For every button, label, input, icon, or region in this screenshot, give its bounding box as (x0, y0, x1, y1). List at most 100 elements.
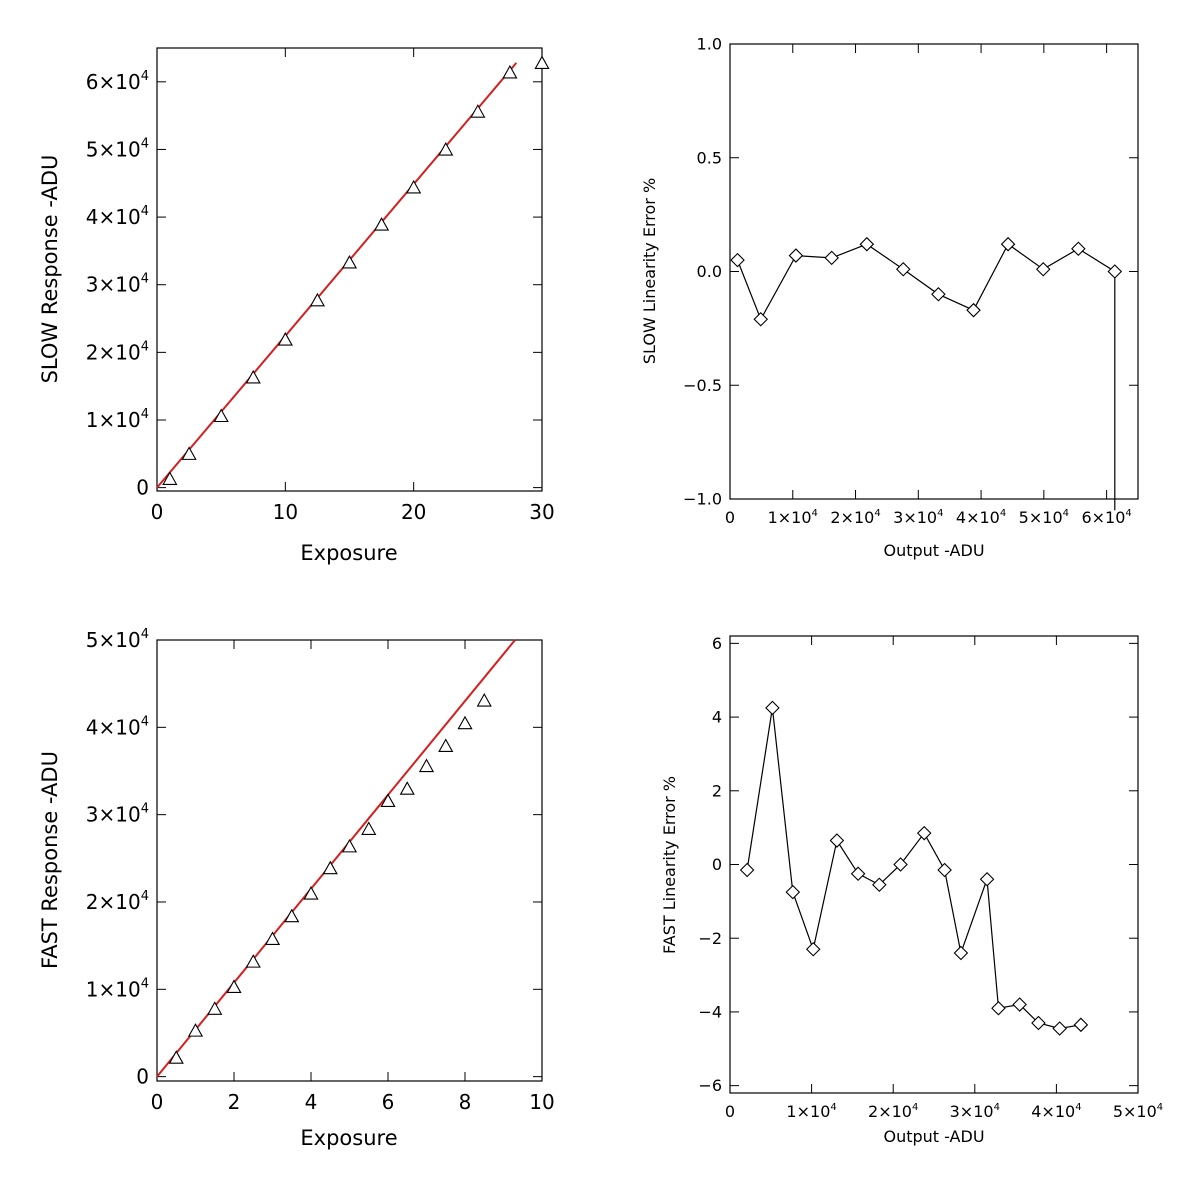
x-tick-label: 30 (529, 500, 554, 524)
x-tick-label: 8 (459, 1090, 472, 1114)
data-point (805, 941, 821, 957)
y-tick-label: 5×104 (86, 627, 149, 652)
data-point (245, 369, 261, 384)
x-tick-label: 6×104 (1081, 508, 1131, 527)
x-tick-label: 0 (151, 1090, 164, 1114)
x-axis-label-slow-linearity: Output -ADU (883, 541, 984, 560)
data-point (399, 781, 415, 795)
data-point (476, 693, 492, 707)
y-axis-label-fast-response: FAST Response -ADU (38, 751, 62, 969)
y-tick-label: 4×104 (86, 204, 149, 229)
panel-slow-linearity: 0 1×104 2×104 3×104 4×104 5×104 6×104 −1.0 −0.5 0… (640, 35, 1139, 560)
x-tick-label: 0 (725, 508, 735, 527)
series-line (736, 243, 1116, 511)
data-point (1071, 241, 1086, 257)
data-point (1000, 236, 1016, 252)
y-axis-label-fast-linearity: FAST Linearity Error % (660, 776, 679, 954)
data-point (309, 292, 326, 307)
y-tick-label: 0 (712, 855, 722, 874)
data-point (187, 1023, 204, 1037)
x-axis-label-fast-linearity: Output -ADU (883, 1127, 984, 1146)
data-point (953, 945, 969, 961)
y-tick-label: 0 (136, 476, 149, 500)
x-tick-label: 6 (382, 1090, 395, 1114)
y-tick-label: −2 (698, 929, 722, 948)
data-point (168, 1050, 184, 1064)
data-point (765, 700, 780, 716)
y-tick-label: −4 (698, 1003, 722, 1022)
x-tick-label: 4 (305, 1090, 318, 1114)
ticks-slow-linearity: 0 1×104 2×104 3×104 4×104 5×104 6×104 −1.0 −0.5 0… (683, 35, 1138, 527)
y-tick-label: 0 (136, 1065, 149, 1089)
y-tick-label: 1×104 (86, 976, 149, 1001)
y-tick-label: 4×104 (86, 714, 149, 739)
data-point (534, 55, 550, 70)
y-tick-label: 0.0 (697, 262, 722, 281)
data-point (406, 179, 422, 194)
x-tick-label: 2×104 (830, 508, 880, 527)
data-point (730, 252, 745, 268)
x-tick-label: 5×104 (1113, 1102, 1163, 1121)
x-tick-label: 4×104 (1031, 1102, 1081, 1121)
data-point (1073, 1017, 1089, 1033)
x-tick-label: 0 (151, 500, 164, 524)
data-point (284, 908, 300, 923)
y-axis-label-slow-linearity: SLOW Linearity Error % (640, 178, 659, 364)
y-tick-label: 2 (712, 781, 722, 800)
data-point (850, 866, 866, 881)
data-point (341, 254, 358, 269)
data-point (859, 236, 875, 252)
data-point (470, 104, 486, 118)
data-point (916, 825, 932, 841)
data-point (245, 954, 261, 968)
data-point (457, 715, 473, 730)
x-axis-label-fast-response: Exposure (300, 1126, 397, 1150)
ticks-fast-linearity: 0 1×104 2×104 3×104 4×104 5×104 −6 −4 −2 0 2 4 6 (698, 634, 1163, 1121)
plot-frame-slow-linearity (729, 43, 1139, 500)
marks-fast-response (156, 639, 516, 1078)
data-point (893, 857, 908, 872)
panel-fast-response: 0 2 4 6 8 10 0 1×104 2×104 3×104 4×104 5×104 Exposu… (38, 627, 555, 1150)
data-point (181, 446, 197, 460)
data-point (213, 408, 229, 423)
y-tick-label: 3×104 (86, 272, 149, 297)
y-tick-label: 5×104 (86, 136, 149, 161)
y-tick-label: −1.0 (683, 490, 722, 509)
data-point (937, 862, 952, 878)
series-line (746, 707, 1082, 1030)
data-point (931, 286, 946, 302)
data-point (380, 793, 396, 808)
panel-slow-response: 0 10 20 30 0 1×104 2×104 3×104 4×104 5×104 6×104 E… (38, 47, 555, 565)
y-tick-label: 0.5 (697, 148, 722, 167)
y-tick-label: 6 (712, 634, 722, 653)
x-tick-label: 0 (725, 1102, 735, 1121)
marks-slow-response (156, 55, 550, 489)
data-point (502, 64, 518, 79)
data-point (162, 471, 178, 485)
data-point (753, 311, 769, 327)
data-point (966, 302, 981, 318)
data-point (872, 877, 887, 893)
data-point (895, 261, 911, 277)
data-point (785, 884, 801, 900)
y-tick-label: 2×104 (86, 889, 149, 914)
data-point (207, 1001, 223, 1015)
y-tick-label: 2×104 (86, 339, 149, 364)
data-point (739, 862, 755, 878)
marks-fast-linearity (739, 700, 1089, 1036)
ticks-fast-response: 0 2 4 6 8 10 0 1×104 2×104 3×104 4×104 5×104 (86, 627, 555, 1114)
x-tick-label: 3×104 (893, 508, 943, 527)
x-tick-label: 3×104 (950, 1102, 1000, 1121)
x-axis-label-slow-response: Exposure (300, 541, 397, 565)
plot-frame-slow-response (156, 47, 543, 492)
data-point (277, 332, 293, 346)
plot-frame-fast-response (156, 639, 543, 1082)
data-point (373, 217, 390, 231)
marks-slow-linearity (730, 236, 1123, 511)
data-point (418, 758, 435, 773)
y-tick-label: 6×104 (86, 69, 149, 94)
y-tick-label: 3×104 (86, 802, 149, 827)
x-tick-label: 1×104 (786, 1102, 836, 1121)
x-tick-label: 1×104 (768, 508, 818, 527)
data-point (361, 821, 377, 835)
